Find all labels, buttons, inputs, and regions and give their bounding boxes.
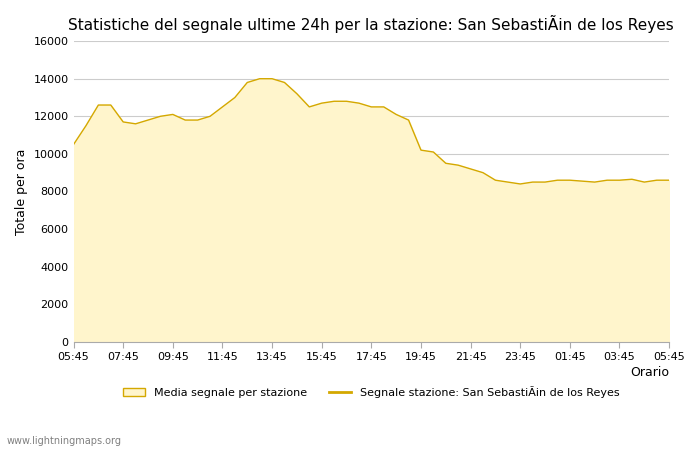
- Title: Statistiche del segnale ultime 24h per la stazione: San SebastiÃin de los Reyes: Statistiche del segnale ultime 24h per l…: [69, 15, 674, 33]
- X-axis label: Orario: Orario: [630, 366, 669, 379]
- Text: www.lightningmaps.org: www.lightningmaps.org: [7, 436, 122, 446]
- Legend: Media segnale per stazione, Segnale stazione: San SebastiÃin de los Reyes: Media segnale per stazione, Segnale staz…: [118, 382, 624, 402]
- Y-axis label: Totale per ora: Totale per ora: [15, 148, 28, 234]
